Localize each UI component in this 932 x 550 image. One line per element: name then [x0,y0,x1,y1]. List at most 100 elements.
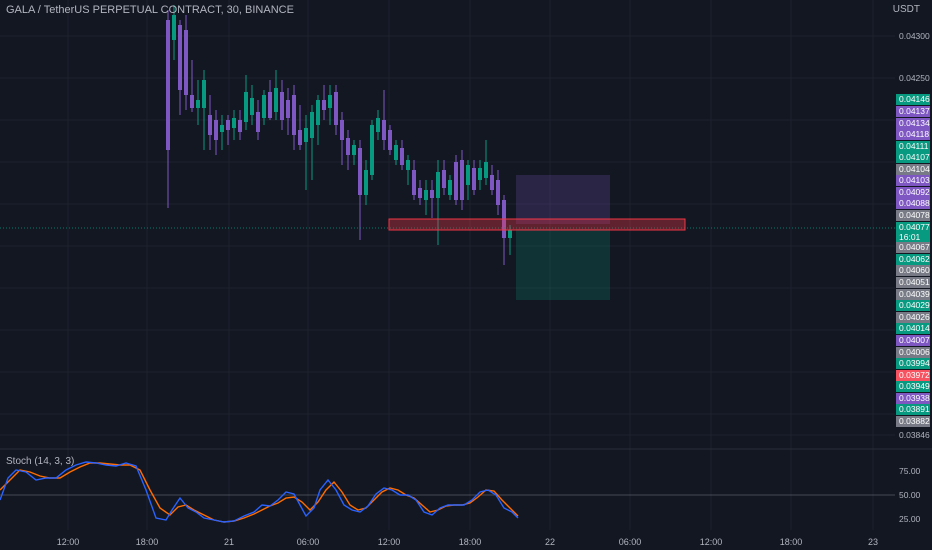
price-tick: 0.04250 [899,73,930,83]
candle-body [250,98,254,115]
candle-body [208,115,212,135]
candle-body [382,120,386,140]
candle-body [376,118,380,132]
price-badge: 0.04118 [896,129,930,140]
stoch-tick: 75.00 [899,466,921,476]
candle-body [268,92,272,118]
price-badge: 0.04039 [896,289,930,300]
candle-body [394,145,398,160]
time-tick: 06:00 [296,537,320,547]
candle-body [166,20,170,150]
candle-body [256,112,260,132]
candle-body [466,165,470,185]
time-tick: 12:00 [56,537,80,547]
candle-body [292,95,296,135]
candle-body [448,180,452,195]
candle-body [352,145,356,155]
price-badge: 0.04026 [896,312,930,323]
price-badge: 0.04146 [896,94,930,105]
candle-body [430,190,434,198]
price-badge: 0.04029 [896,300,930,311]
candle-body [322,100,326,110]
price-badge: 0.04051 [896,277,930,288]
time-tick: 21 [223,537,235,547]
price-badge: 0.04078 [896,210,930,221]
price-badge: 0.04137 [896,106,930,117]
time-tick: 12:00 [699,537,723,547]
price-badge: 0.04088 [896,198,930,209]
price-badge: 0.04103 [896,175,930,186]
price-badge: 0.03994 [896,358,930,369]
time-tick: 18:00 [458,537,482,547]
stoch-tick: 25.00 [899,514,921,524]
resistance-zone-rectangle[interactable] [388,218,686,231]
candle-body [508,230,512,238]
candle-body [442,170,446,188]
grid-lines [0,0,895,530]
candle-body [484,162,488,178]
price-badge: 0.04014 [896,323,930,334]
candle-body [364,170,368,195]
candle-body [316,100,320,125]
price-badge: 0.03891 [896,404,930,415]
candle-body [418,188,422,198]
candle-body [496,180,500,205]
time-tick: 18:00 [779,537,803,547]
time-tick: 06:00 [618,537,642,547]
price-badge: 0.04107 [896,152,930,163]
price-badge: 0.04134 [896,118,930,129]
candle-body [190,95,194,108]
candle-body [244,92,248,122]
time-tick: 12:00 [377,537,401,547]
stoch-k-line [0,461,519,523]
candle-body [232,118,236,128]
candle-body [412,170,416,195]
candle-body [226,120,230,130]
price-tick: 0.04300 [899,31,930,41]
price-badge: 0.04111 [896,141,930,152]
short-position-stop-zone[interactable] [516,175,610,224]
candle-body [370,125,374,175]
price-badge: 0.04067 [896,242,930,253]
price-badge: 0.04060 [896,265,930,276]
candle-body [298,130,302,145]
candle-body [472,168,476,190]
candle-body [460,160,464,200]
candle-body [400,148,404,165]
candle-body [340,120,344,140]
stoch-tick: 50.00 [899,490,921,500]
stoch-d-line [0,462,519,523]
candle-body [436,172,440,198]
price-badge: 0.03938 [896,393,930,404]
candle-body [310,112,314,138]
candle-body [490,175,494,190]
candle-body [220,125,224,132]
symbol-title[interactable]: GALA / TetherUS PERPETUAL CONTRACT, 30, … [6,4,294,16]
price-badge: 0.04006 [896,347,930,358]
candle-body [178,25,182,90]
price-badge: 0.03972 [896,370,930,381]
candle-body [274,88,278,112]
price-badge: 0.03949 [896,381,930,392]
candle-body [286,100,290,118]
time-tick: 22 [544,537,556,547]
candle-body [334,92,338,125]
price-badge: 0.04077 [896,222,930,233]
candle-body [424,190,428,200]
time-tick: 18:00 [135,537,159,547]
time-tick: 23 [867,537,879,547]
candle-body [172,15,176,40]
candle-body [280,92,284,120]
candle-body [454,162,458,200]
bar-countdown: 16:01 [896,232,930,242]
candle-body [262,95,266,118]
short-position-target-zone[interactable] [516,229,610,300]
candle-body [238,120,242,132]
price-badge: 0.04007 [896,335,930,346]
candle-body [406,160,410,170]
candle-body [184,30,188,95]
price-tick: 0.03846 [899,430,930,440]
stoch-indicator-label[interactable]: Stoch (14, 3, 3) [6,456,75,467]
candle-body [304,128,308,142]
